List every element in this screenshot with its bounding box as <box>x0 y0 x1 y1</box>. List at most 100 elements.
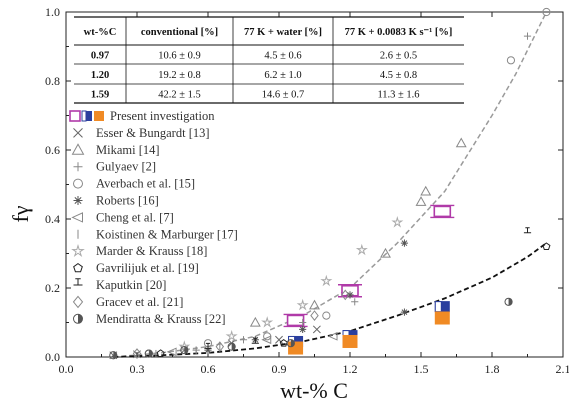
marker-asterisk <box>204 346 212 354</box>
marker-diamond <box>72 295 84 309</box>
data-points <box>109 7 551 360</box>
table-header-cell: wt-%C <box>84 27 117 38</box>
marker-plus <box>299 318 307 327</box>
x-tick-label: 0.0 <box>59 362 74 376</box>
marker-plus <box>523 32 532 40</box>
marker-present-slow <box>342 334 358 348</box>
marker-pentagon <box>279 338 288 347</box>
legend-label: Cheng et al. [7] <box>96 210 174 224</box>
marker-diamond <box>132 348 142 359</box>
marker-hline <box>523 227 532 234</box>
marker-present-water-half <box>434 301 442 313</box>
marker-hline <box>204 342 212 349</box>
marker-present-conventional <box>433 205 452 218</box>
y-axis-title: fγ <box>8 205 33 222</box>
x-tick-label: 1.5 <box>414 362 429 376</box>
axes: 0.0 0.3 0.6 0.9 1.2 1.5 1.8 2.1 0.0 0.2 0.4 0.6 0.8 1… <box>45 5 569 376</box>
legend-label: Gulyaev [2] <box>96 160 156 174</box>
table-cell: 0.97 <box>91 51 109 62</box>
marker-half-fill <box>508 298 513 306</box>
y-tick-label: 1.0 <box>45 5 60 19</box>
marker-hline <box>251 337 259 344</box>
table-cell: 4.5 ± 0.6 <box>264 51 301 62</box>
marker-half-fill <box>290 339 295 347</box>
marker-star <box>261 316 274 328</box>
table-cell: 2.6 ± 0.5 <box>380 51 417 62</box>
marker-half-fill <box>184 346 188 354</box>
marker-circle <box>322 311 331 320</box>
marker-plus <box>239 336 248 344</box>
legend-label: Mikami [14] <box>96 143 160 157</box>
x-tick-label: 1.2 <box>343 362 358 376</box>
marker-triangle-left <box>71 212 83 223</box>
marker-triangle <box>249 316 261 327</box>
table-header-cell: 77 K + water [%] <box>244 27 322 38</box>
marker-diamond <box>215 341 225 353</box>
legend-label: Koistinen & Marburger [17] <box>96 227 238 241</box>
legend-present-water <box>82 111 92 121</box>
marker-x <box>312 325 321 334</box>
y-tick-label: 0.0 <box>45 350 60 364</box>
table-cell: 19.2 ± 0.8 <box>158 70 201 81</box>
marker-plus <box>73 162 83 172</box>
marker-pentagon <box>156 349 165 357</box>
marker-pentagon <box>542 242 551 250</box>
x-axis-title: wt-% C <box>280 378 348 403</box>
marker-errorbar <box>430 204 455 219</box>
x-tick-label: 0.6 <box>201 362 216 376</box>
table-header-cell: conventional [%] <box>141 27 218 38</box>
marker-diamond <box>310 310 319 322</box>
marker-circle <box>542 7 551 17</box>
marker-hline <box>73 278 83 286</box>
marker-star <box>296 298 309 311</box>
table-cell: 11.3 ± 1.6 <box>377 90 419 101</box>
legend-label: Roberts [16] <box>96 194 159 208</box>
table-cell: 1.59 <box>91 90 109 101</box>
marker-triangle-left <box>166 347 177 357</box>
marker-circle <box>73 178 83 189</box>
marker-present-slow <box>434 311 450 325</box>
legend-label: Marder & Krauss [18] <box>96 244 207 258</box>
table-cell: 42.2 ± 1.5 <box>158 90 201 101</box>
marker-half-fill <box>78 314 83 324</box>
marker-triangle-left <box>327 331 338 341</box>
marker-triangle <box>455 137 467 148</box>
y-tick-label: 0.6 <box>45 143 60 157</box>
marker-triangle <box>380 247 391 258</box>
y-tick-label: 0.4 <box>45 212 60 226</box>
marker-errorbar <box>283 313 308 328</box>
marker-asterisk <box>73 196 83 205</box>
marker-half-fill <box>231 343 236 351</box>
table-cell: 14.6 ± 0.7 <box>262 90 305 101</box>
marker-triangle-left <box>261 335 272 345</box>
marker-present-slow <box>288 341 304 355</box>
results-table: wt-%C conventional [%] 77 K + water [%] 77 … <box>74 16 464 104</box>
marker-triangle <box>71 143 85 155</box>
legend-label: Mendiratta & Krauss [22] <box>96 312 225 326</box>
y-tick-label: 0.8 <box>45 74 60 88</box>
marker-x <box>275 335 283 344</box>
marker-asterisk <box>346 291 354 299</box>
marker-x <box>73 128 83 138</box>
marker-asterisk <box>299 325 307 333</box>
marker-star <box>178 340 191 352</box>
table-cell: 10.6 ± 0.9 <box>158 51 201 62</box>
legend-label: Esser & Bungardt [13] <box>96 126 210 140</box>
legend-label: Averbach et al. [15] <box>96 177 195 191</box>
marker-half-fill <box>148 349 153 358</box>
marker-triangle <box>420 185 432 196</box>
marker-plus <box>351 298 359 306</box>
table-cell: 6.2 ± 1.0 <box>264 70 301 81</box>
marker-triangle <box>415 196 427 206</box>
legend-label: Kaputkin [20] <box>96 278 166 292</box>
marker-pentagon <box>73 262 83 273</box>
marker-asterisk <box>400 308 409 316</box>
marker-diamond <box>341 289 350 301</box>
table-background <box>74 17 464 103</box>
legend-label: Present investigation <box>110 109 215 123</box>
y-tick-label: 0.2 <box>45 281 60 295</box>
marker-triangle <box>309 299 320 310</box>
legend: Present investigation Esser & Bungardt [1… <box>69 109 238 326</box>
marker-half-fill <box>113 351 117 359</box>
